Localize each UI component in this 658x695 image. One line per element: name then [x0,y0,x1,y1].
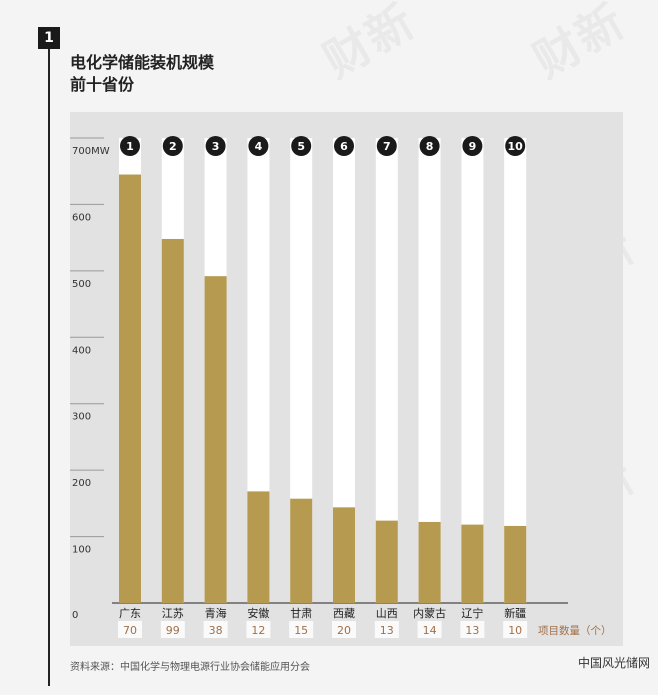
y-tick-label: 0 [72,610,78,621]
y-tick-label: 400 [72,345,91,356]
bar [161,238,184,603]
y-tick-label: 100 [72,545,91,556]
project-count-box [374,621,399,638]
category-label: 青海 [205,606,227,620]
bar-track [333,138,355,603]
rank-circle [419,136,440,156]
bar [204,276,227,603]
bar [461,524,484,603]
rank-label: 8 [426,140,434,153]
bar-track [375,138,398,603]
category-label: 新疆 [504,606,526,620]
y-tick-label: 700MW [72,146,110,157]
category-label: 内蒙古 [413,606,446,620]
bar [333,507,355,603]
project-count-box [203,621,228,638]
project-count-box [160,621,185,638]
category-label: 江苏 [162,607,184,620]
chart-title-line-1: 电化学储能装机规模 [70,53,215,72]
project-count-axis-label: 项目数量（个） [538,624,612,637]
rank-label: 5 [297,140,305,153]
rank-label: 7 [383,140,391,153]
category-label: 安徽 [247,606,269,620]
bar-track [290,138,313,603]
source-note: 资料来源：中国化学与物理电源行业协会储能应用分会 [70,662,310,673]
project-count-label: 12 [251,624,265,637]
y-tick-label: 600 [72,212,91,223]
y-tick-label: 500 [72,279,91,290]
y-tick-label: 200 [72,478,91,489]
rank-circle [505,136,526,156]
category-label: 甘肃 [290,607,312,620]
project-count-label: 13 [380,624,394,637]
rank-circle [205,136,226,156]
rank-label: 3 [212,140,220,153]
project-count-label: 99 [166,624,180,637]
bar [375,520,398,603]
project-count-label: 13 [465,624,479,637]
bar-track [461,138,484,603]
rank-circle [120,136,140,156]
category-label: 西藏 [333,607,355,620]
rank-circle [462,136,483,156]
rank-label: 2 [169,140,177,153]
rank-label: 1 [126,140,134,153]
rank-label: 9 [469,140,477,153]
category-label: 辽宁 [461,606,483,620]
rank-circle [248,136,269,156]
bar [418,521,441,603]
bar-track [504,138,527,603]
section-number-badge: 1 [38,27,60,49]
bar [247,491,270,603]
chart-title-line-2: 前十省份 [70,75,135,94]
rank-circle [334,136,354,156]
rank-label: 10 [508,140,524,153]
project-count-label: 38 [209,624,223,637]
rank-label: 4 [255,140,263,153]
project-count-label: 20 [337,624,351,637]
category-label: 广东 [119,607,141,620]
project-count-label: 14 [423,624,437,637]
timeline-line [48,46,50,686]
project-count-box [503,621,528,638]
bar-track [247,138,270,603]
project-count-box [460,621,485,638]
project-count-label: 70 [123,624,137,637]
project-count-label: 15 [294,624,308,637]
project-count-box [417,621,442,638]
project-count-box [246,621,271,638]
bar-track [418,138,441,603]
rank-label: 6 [340,140,348,153]
project-count-label: 10 [508,624,522,637]
y-tick-label: 300 [72,412,91,423]
project-count-box [332,621,356,638]
rank-circle [162,136,183,156]
project-count-box [118,621,142,638]
chart-title: 电化学储能装机规模 前十省份 [70,52,214,96]
bar [119,174,141,604]
rank-circle [291,136,312,156]
rank-circle [376,136,397,156]
bar [504,525,527,603]
category-label: 山西 [376,607,398,620]
project-count-box [289,621,314,638]
bar [290,498,313,603]
site-watermark: 中国风光储网 [577,656,650,670]
